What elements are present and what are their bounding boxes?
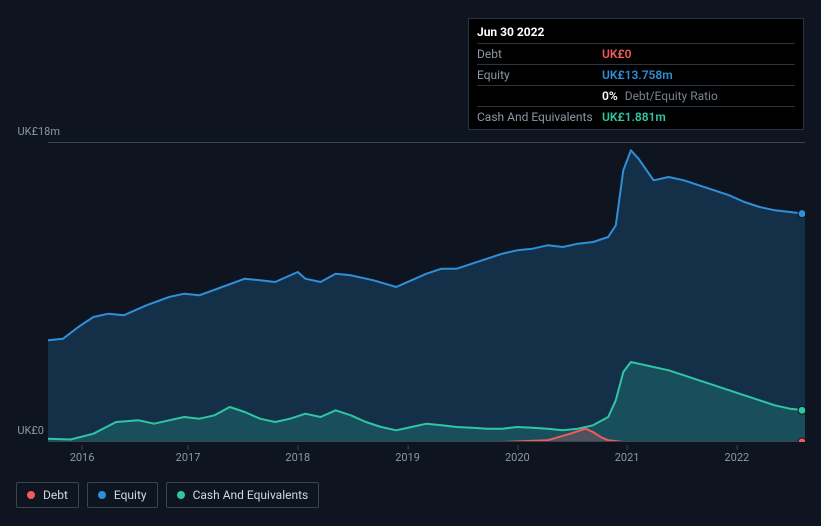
tooltip-date: Jun 30 2022 bbox=[477, 25, 795, 43]
legend-item[interactable]: Equity bbox=[87, 482, 158, 508]
tooltip-row: 0% Debt/Equity Ratio bbox=[477, 85, 795, 106]
legend-label: Debt bbox=[43, 488, 68, 502]
x-tick: 2021 bbox=[615, 451, 640, 464]
tooltip-key: Cash And Equivalents bbox=[477, 110, 602, 124]
legend-dot-icon bbox=[98, 491, 106, 499]
chart-plot-area bbox=[48, 142, 805, 442]
tooltip-key: Equity bbox=[477, 68, 602, 82]
tooltip-value: 0% Debt/Equity Ratio bbox=[602, 89, 718, 103]
legend-item[interactable]: Cash And Equivalents bbox=[166, 482, 320, 508]
x-axis: 2016 2017 2018 2019 2020 2021 2022 bbox=[48, 448, 805, 468]
chart-legend: Debt Equity Cash And Equivalents bbox=[16, 482, 319, 508]
tooltip-key: Debt bbox=[477, 47, 602, 61]
y-axis-max-label: UK£18m bbox=[0, 125, 60, 138]
legend-dot-icon bbox=[27, 491, 35, 499]
chart-tooltip: Jun 30 2022 DebtUK£0EquityUK£13.758m0% D… bbox=[468, 18, 804, 130]
area-chart-svg bbox=[48, 142, 805, 442]
x-tick: 2017 bbox=[176, 451, 201, 464]
legend-label: Equity bbox=[114, 488, 147, 502]
tooltip-row: Cash And EquivalentsUK£1.881m bbox=[477, 106, 795, 127]
tooltip-suffix: Debt/Equity Ratio bbox=[622, 89, 718, 103]
x-tick: 2020 bbox=[505, 451, 530, 464]
marker-cash bbox=[798, 406, 805, 414]
y-axis-min-label: UK£0 bbox=[0, 424, 44, 437]
tooltip-value: UK£0 bbox=[602, 47, 631, 61]
legend-dot-icon bbox=[177, 491, 185, 499]
x-tick: 2022 bbox=[724, 451, 749, 464]
tooltip-row: DebtUK£0 bbox=[477, 43, 795, 64]
x-tick: 2019 bbox=[395, 451, 420, 464]
x-tick: 2018 bbox=[285, 451, 310, 464]
legend-label: Cash And Equivalents bbox=[193, 488, 309, 502]
marker-equity bbox=[798, 210, 805, 218]
legend-item[interactable]: Debt bbox=[16, 482, 79, 508]
tooltip-value: UK£1.881m bbox=[602, 110, 666, 124]
tooltip-key bbox=[477, 89, 602, 103]
x-tick: 2016 bbox=[70, 451, 95, 464]
tooltip-row: EquityUK£13.758m bbox=[477, 64, 795, 85]
tooltip-value: UK£13.758m bbox=[602, 68, 673, 82]
